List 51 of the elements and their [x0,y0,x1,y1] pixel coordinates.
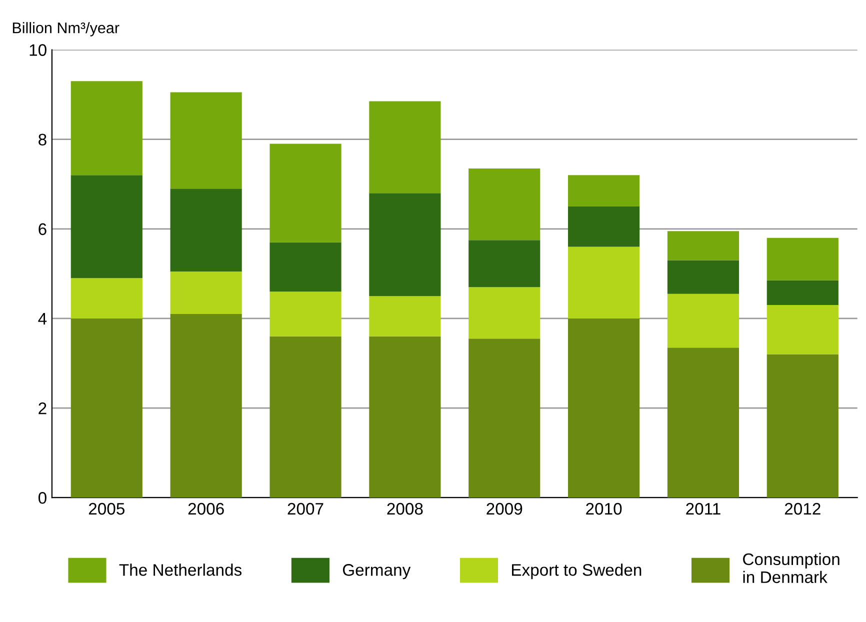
bar [667,231,740,260]
bar [70,81,142,176]
x-tick-label: 2009 [486,502,522,515]
bar [468,168,540,240]
bar [667,348,740,498]
legend-label: Consumption in Denmark [743,552,840,584]
y-tick-label: 6 [38,223,46,236]
bar [270,242,342,292]
bar [766,238,838,280]
x-tick-label: 2011 [686,502,720,515]
x-tick-label: 2005 [88,502,124,515]
bar [766,305,838,354]
bar [170,188,242,272]
bar [468,287,540,339]
y-tick-label: 8 [38,134,46,146]
bar [369,193,441,296]
x-tick-label: 2006 [188,502,224,515]
bar [468,240,540,288]
bar [568,246,640,318]
x-tick-label: 2010 [586,502,622,515]
legend-label: The Netherlands [119,564,242,576]
bar [270,292,342,336]
y-tick-label: 10 [30,44,46,56]
x-tick-label: 2012 [784,502,820,515]
bar [70,278,142,318]
bar [468,338,540,498]
bar [766,280,838,306]
bar [369,336,441,498]
y-tick-label: 0 [38,492,46,504]
bar [170,92,242,189]
y-tick-label: 4 [38,313,47,325]
y-tick-label: 2 [38,402,46,414]
y-axis-title: Billion Nm³/year [12,22,120,36]
bar [170,271,242,314]
bar [70,318,142,498]
bar [170,314,242,498]
bar [766,354,838,498]
x-tick-label: 2008 [387,502,423,515]
bar [667,294,740,348]
legend-label: Export to Sweden [512,564,642,580]
bar [369,101,441,194]
bar [568,206,640,247]
bar [270,336,342,498]
x-tick-label: 2007 [288,502,324,515]
legend-label: Germany [342,564,411,580]
bar [70,175,142,278]
bar [568,318,640,498]
bar [270,144,342,242]
bar [369,296,441,336]
bar [667,260,740,294]
bar [568,175,640,207]
